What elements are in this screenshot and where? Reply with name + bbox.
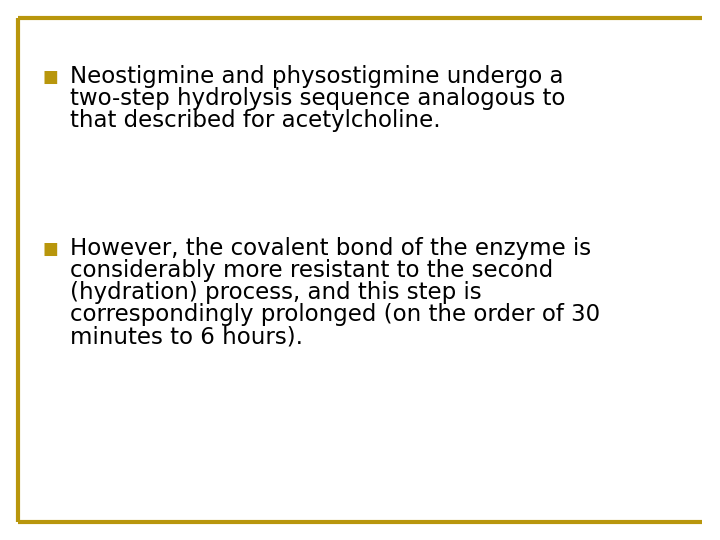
Text: However, the covalent bond of the enzyme is: However, the covalent bond of the enzyme…: [70, 237, 591, 260]
Text: ■: ■: [42, 68, 58, 86]
Text: correspondingly prolonged (on the order of 30: correspondingly prolonged (on the order …: [70, 303, 600, 326]
Text: minutes to 6 hours).: minutes to 6 hours).: [70, 325, 303, 348]
Text: two-step hydrolysis sequence analogous to: two-step hydrolysis sequence analogous t…: [70, 87, 565, 110]
Text: ■: ■: [42, 240, 58, 258]
Text: considerably more resistant to the second: considerably more resistant to the secon…: [70, 259, 553, 282]
Text: (hydration) process, and this step is: (hydration) process, and this step is: [70, 281, 482, 304]
Text: that described for acetylcholine.: that described for acetylcholine.: [70, 109, 441, 132]
Text: Neostigmine and physostigmine undergo a: Neostigmine and physostigmine undergo a: [70, 65, 564, 88]
